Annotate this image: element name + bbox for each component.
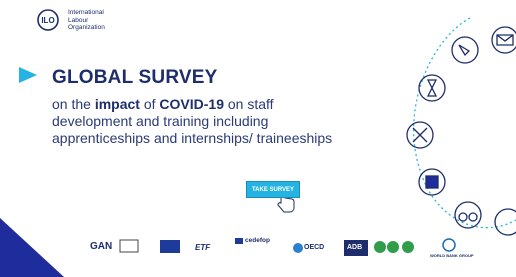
org-line: Organization [68, 24, 105, 32]
org-line: International [68, 9, 105, 17]
logo-etf: ETF [195, 243, 210, 252]
logo-world-bank: WORLD BANK GROUP [430, 253, 474, 258]
text: of [140, 96, 159, 112]
subtitle-line: apprenticeships and internships/ trainee… [52, 130, 332, 146]
org-line: Labour [68, 17, 105, 25]
ilo-emblem: ILO [38, 10, 58, 30]
text: apprenticeships and internships/ trainee… [52, 130, 332, 146]
emphasis: COVID-19 [159, 96, 224, 112]
logo-gan: GAN [90, 241, 112, 252]
survey-banner: ILO [0, 0, 516, 277]
logo-oecd: OECD [304, 244, 324, 251]
org-name: International Labour Organization [68, 9, 105, 32]
icon-chain [407, 18, 516, 235]
take-survey-button[interactable]: TAKE SURVEY [246, 181, 300, 198]
logo-cedefop: cedefop [245, 237, 270, 244]
partner-logo-marks [120, 238, 455, 256]
svg-text:ILO: ILO [41, 16, 54, 25]
corner-shape [0, 218, 64, 277]
subtitle-line: on the impact of COVID-19 on staff [52, 96, 274, 112]
text: development and training including [52, 113, 268, 129]
subtitle-line: development and training including [52, 113, 268, 129]
title: GLOBAL SURVEY [52, 67, 218, 89]
arrow [19, 67, 37, 83]
text: on the [52, 96, 95, 112]
emphasis: impact [95, 96, 140, 112]
text: on staff [224, 96, 274, 112]
logo-adb: ADB [347, 244, 362, 251]
